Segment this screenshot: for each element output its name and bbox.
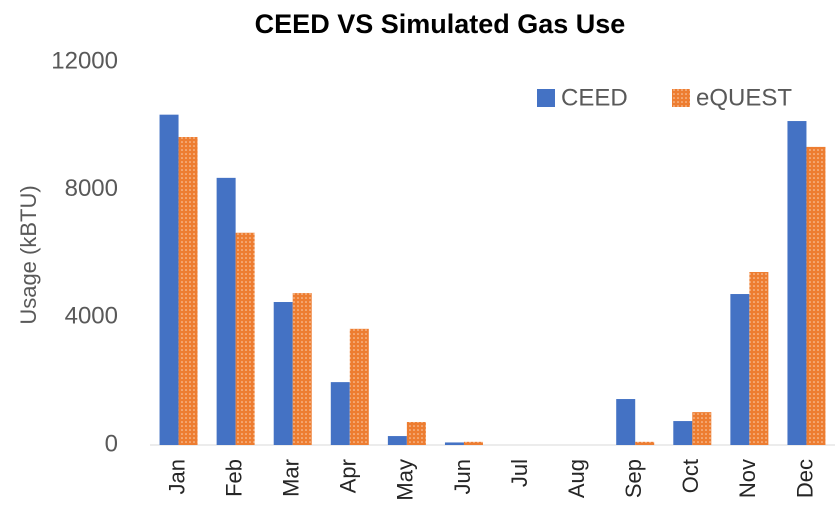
bar <box>292 293 312 445</box>
bar <box>235 232 255 445</box>
x-tick-label: May <box>393 459 418 501</box>
bar <box>692 412 712 445</box>
chart-title: CEED VS Simulated Gas Use <box>255 9 626 39</box>
x-tick-label: Jan <box>164 459 189 494</box>
bar <box>749 272 769 445</box>
x-tick-label: Jun <box>450 459 475 494</box>
bar <box>806 146 826 446</box>
bar <box>159 114 179 445</box>
y-axis-label: Usage (kBTU) <box>16 185 41 324</box>
bar <box>273 302 293 445</box>
x-tick-label: Aug <box>564 459 589 498</box>
bar <box>178 137 198 446</box>
x-tick-label: Nov <box>735 459 760 498</box>
legend-label: CEED <box>561 84 628 111</box>
legend-label: eQUEST <box>696 84 792 111</box>
legend-swatch <box>672 89 690 107</box>
x-tick-label: Jul <box>507 459 532 487</box>
bar <box>387 436 407 445</box>
bar <box>349 328 369 445</box>
x-tick-label: Oct <box>678 459 703 493</box>
x-tick-label: Sep <box>621 459 646 498</box>
bar <box>635 441 655 445</box>
bar <box>730 294 750 445</box>
bar <box>673 421 693 445</box>
y-tick-label: 12000 <box>51 47 118 74</box>
x-tick-label: Dec <box>792 459 817 498</box>
bar <box>616 399 636 445</box>
y-tick-label: 8000 <box>65 175 118 202</box>
y-tick-label: 0 <box>105 430 118 457</box>
bar <box>463 441 483 445</box>
bar <box>216 177 236 446</box>
x-tick-label: Mar <box>279 459 304 497</box>
y-tick-label: 4000 <box>65 303 118 330</box>
bar <box>406 422 426 445</box>
bar <box>330 382 350 445</box>
x-tick-label: Feb <box>221 459 246 497</box>
legend-swatch <box>537 89 555 107</box>
bar <box>444 442 464 445</box>
bar <box>787 121 807 445</box>
x-tick-label: Apr <box>336 459 361 493</box>
